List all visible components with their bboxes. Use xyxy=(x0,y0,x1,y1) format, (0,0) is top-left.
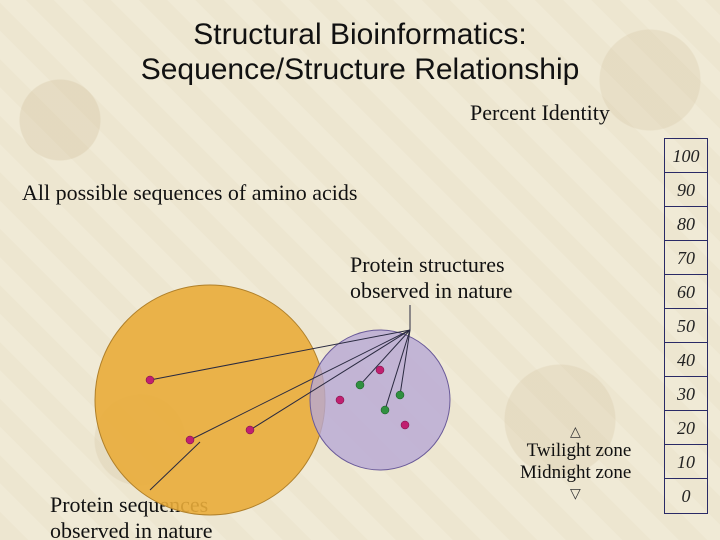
label-twilight-zone: Twilight zone xyxy=(527,440,632,461)
scale-tick: 80 xyxy=(665,207,707,241)
label-twilight-midnight: Twilight zone Midnight zone xyxy=(520,440,631,484)
scale-tick: 50 xyxy=(665,309,707,343)
label-line: observed in nature xyxy=(50,518,213,540)
slide-title: Structural Bioinformatics: Sequence/Stru… xyxy=(90,18,630,87)
label-midnight-zone: Midnight zone xyxy=(520,462,631,483)
label-protein-structures: Protein structures observed in nature xyxy=(350,252,513,304)
scale-tick: 10 xyxy=(665,445,707,479)
scale-tick: 90 xyxy=(665,173,707,207)
arrow-up-icon: △ xyxy=(570,424,581,441)
title-line-2: Sequence/Structure Relationship xyxy=(141,53,580,86)
scale-tick: 100 xyxy=(665,139,707,173)
arrow-down-icon: ▽ xyxy=(570,486,581,503)
scale-tick: 0 xyxy=(665,479,707,513)
label-line: observed in nature xyxy=(350,278,513,303)
scale-tick: 70 xyxy=(665,241,707,275)
label-line: Protein sequences xyxy=(50,492,208,517)
label-protein-sequences: Protein sequences observed in nature xyxy=(50,492,213,540)
title-line-1: Structural Bioinformatics: xyxy=(193,18,526,51)
scale-tick: 30 xyxy=(665,377,707,411)
subtitle-percent-identity: Percent Identity xyxy=(470,100,610,126)
percent-identity-scale: 100 90 80 70 60 50 40 30 20 10 0 xyxy=(664,138,708,514)
label-line: Protein structures xyxy=(350,252,505,277)
slide: Structural Bioinformatics: Sequence/Stru… xyxy=(0,0,720,540)
scale-tick: 20 xyxy=(665,411,707,445)
label-all-possible-sequences: All possible sequences of amino acids xyxy=(22,180,357,206)
scale-tick: 40 xyxy=(665,343,707,377)
scale-tick: 60 xyxy=(665,275,707,309)
